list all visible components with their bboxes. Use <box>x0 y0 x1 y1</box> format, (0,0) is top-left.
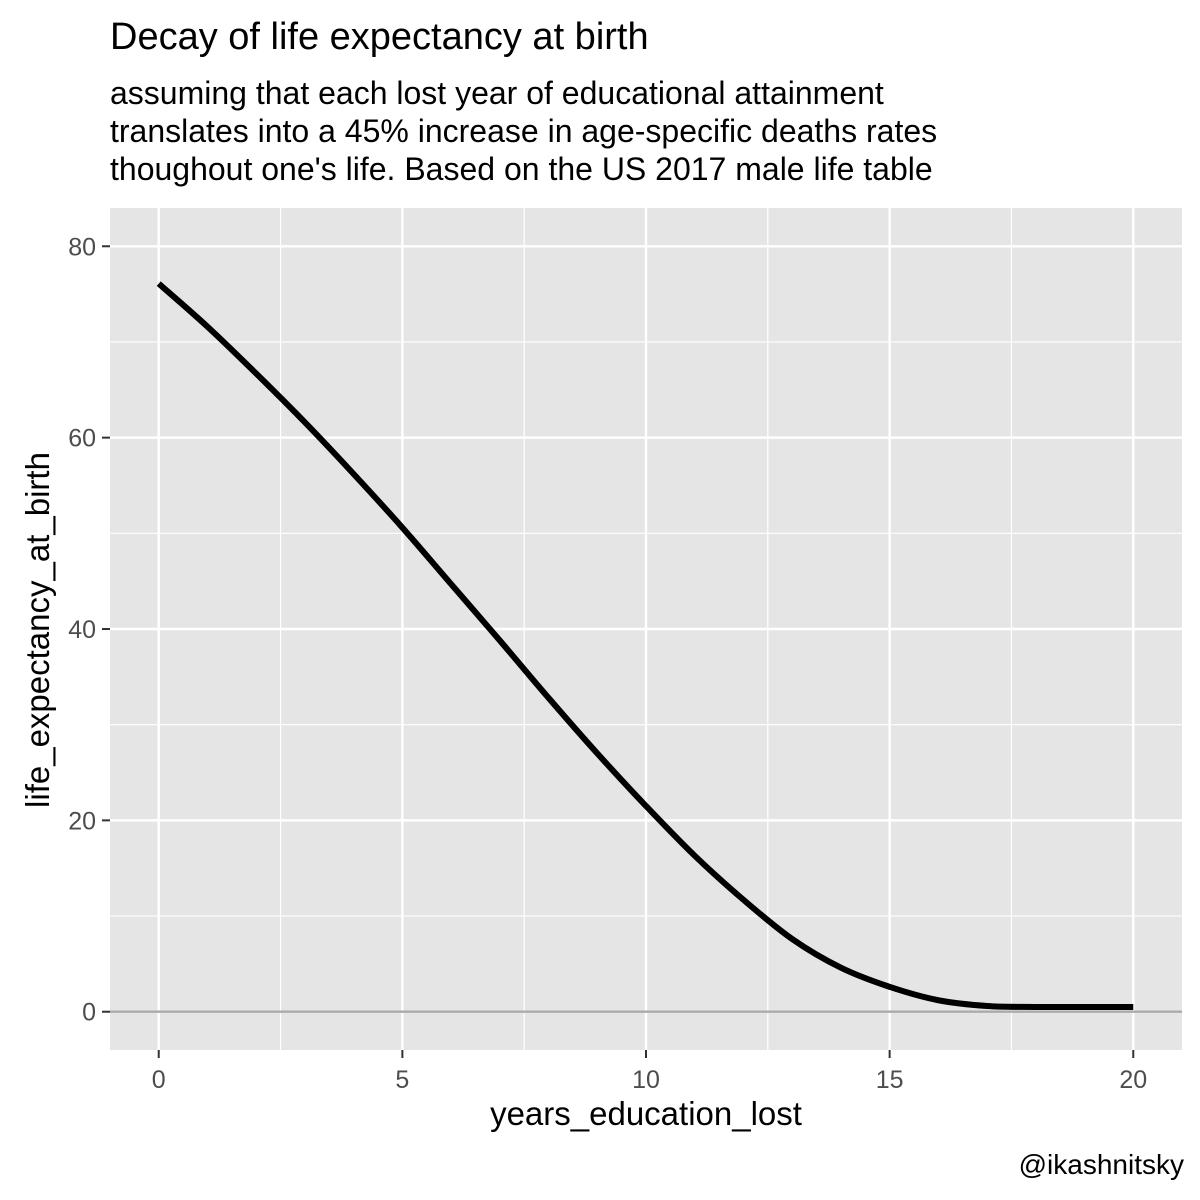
life-expectancy-line <box>156 281 1134 1011</box>
subtitle-line: assuming that each lost year of educatio… <box>110 75 884 111</box>
x-tick-label: 5 <box>395 1066 409 1094</box>
x-tick-label: 10 <box>632 1066 660 1094</box>
y-tick-label: 60 <box>68 425 96 453</box>
x-axis-label: years_education_lost <box>490 1095 802 1132</box>
y-tick-label: 20 <box>68 807 96 835</box>
chart-subtitle: assuming that each lost year of educatio… <box>110 74 1170 188</box>
y-tick-label: 0 <box>82 999 96 1027</box>
y-axis-label: life_expectancy_at_birth <box>19 452 56 808</box>
x-tick-label: 15 <box>876 1066 904 1094</box>
caption: @ikashnitsky <box>1018 1149 1184 1180</box>
chart-title: Decay of life expectancy at birth <box>110 16 649 58</box>
y-tick-label: 80 <box>68 233 96 261</box>
y-tick-label: 40 <box>68 616 96 644</box>
x-tick-label: 20 <box>1119 1066 1147 1094</box>
subtitle-line: translates into a 45% increase in age-sp… <box>110 113 938 149</box>
y-axis-ticks: 0 20 40 60 80 <box>68 233 110 1027</box>
subtitle-line: thoughout one's life. Based on the US 20… <box>110 151 933 187</box>
x-tick-label: 0 <box>152 1066 166 1094</box>
x-axis-ticks: 0 5 10 15 20 <box>152 1050 1147 1094</box>
